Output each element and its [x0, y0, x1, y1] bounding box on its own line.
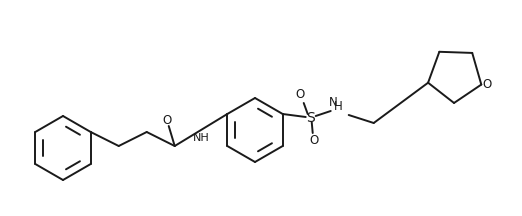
Text: O: O — [483, 78, 492, 91]
Text: O: O — [295, 89, 304, 102]
Text: O: O — [162, 113, 171, 127]
Text: S: S — [306, 111, 315, 125]
Text: N: N — [329, 95, 338, 108]
Text: NH: NH — [193, 133, 209, 143]
Text: O: O — [309, 135, 318, 148]
Text: H: H — [334, 100, 343, 113]
